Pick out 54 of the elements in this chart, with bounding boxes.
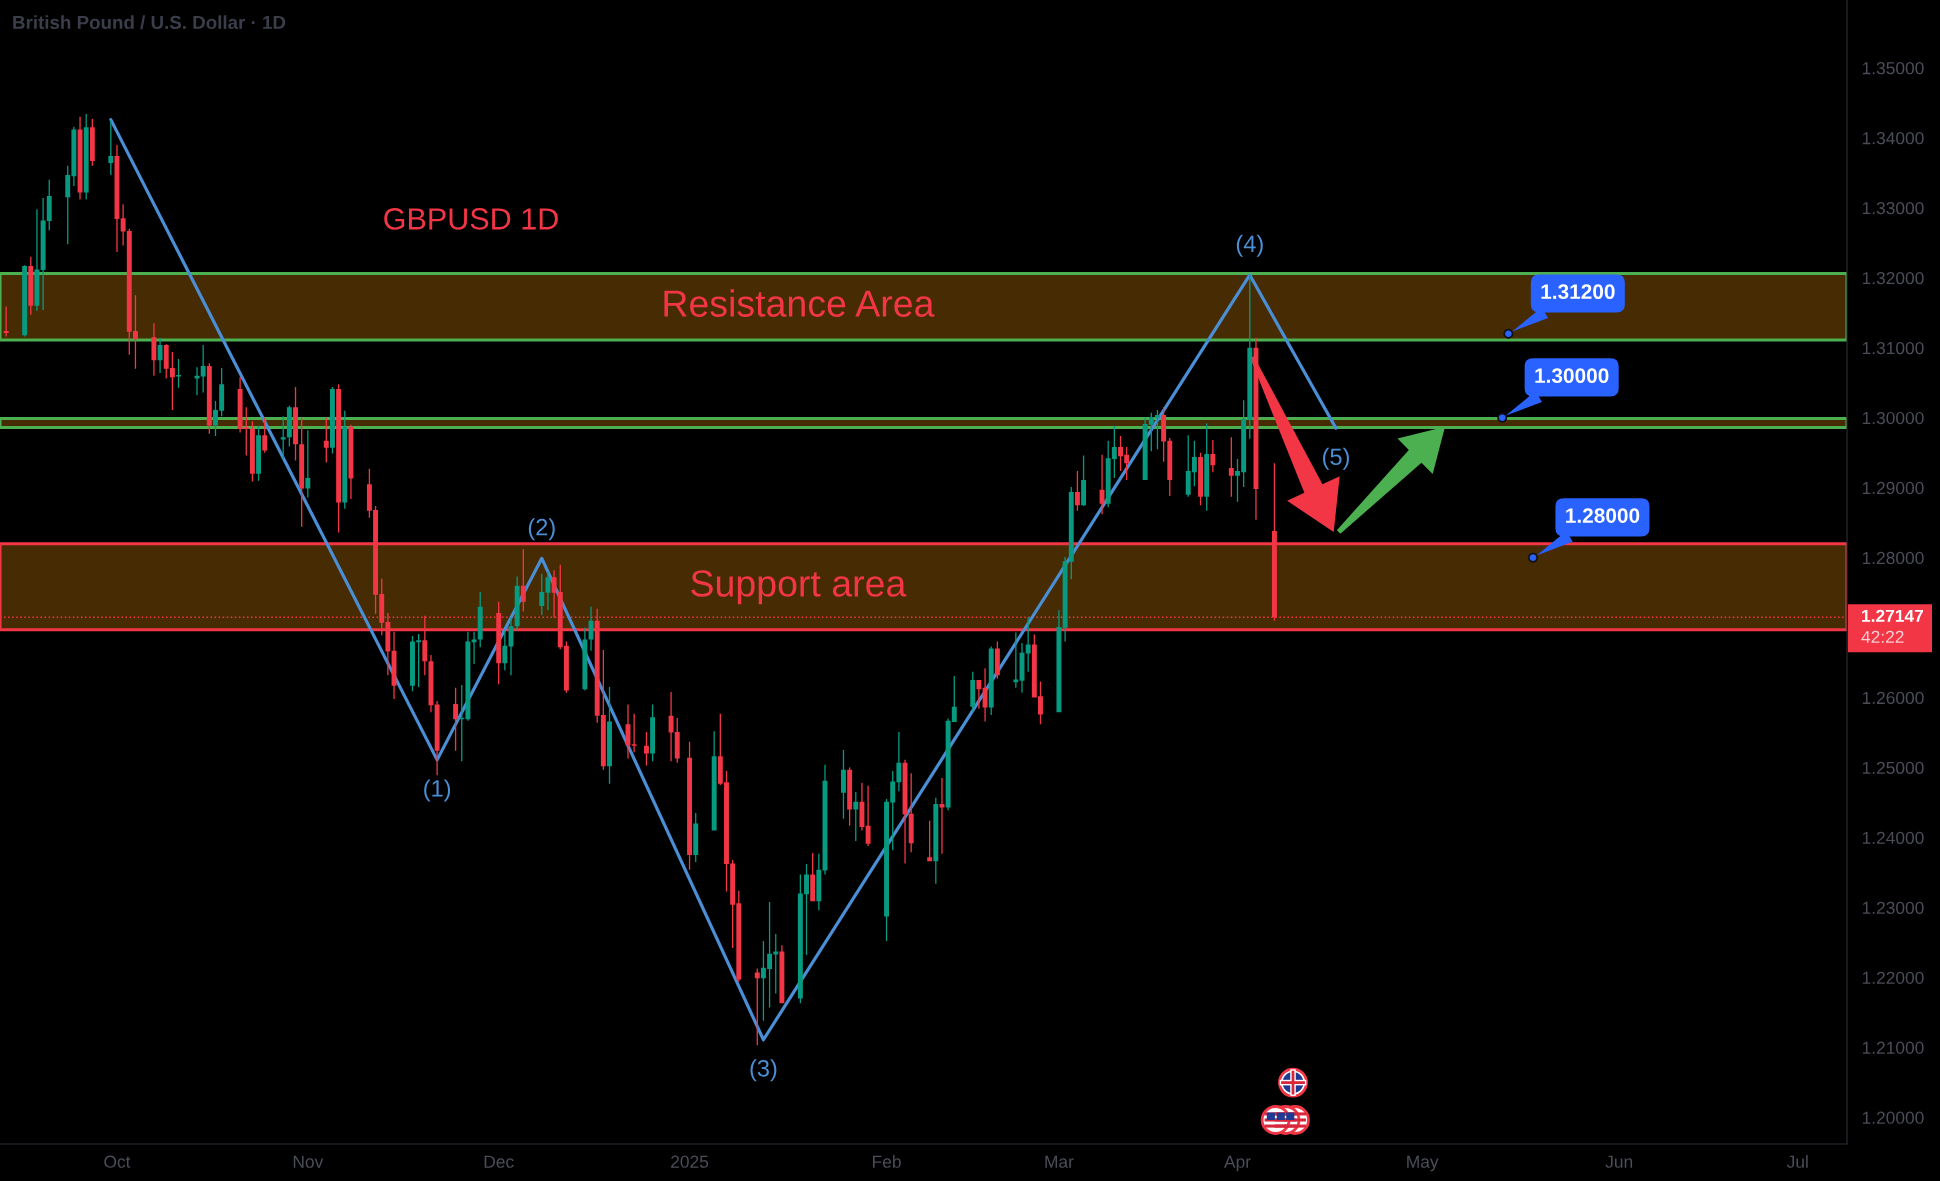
x-tick-label: Mar xyxy=(1045,1155,1074,1168)
y-tick-label: 1.20000 xyxy=(1862,1111,1924,1124)
text: British Pound / U.S. Dollar · 1D xyxy=(13,15,286,30)
ref-line-label: 1.27147 xyxy=(1862,609,1923,622)
text: 42:22 xyxy=(1861,630,1904,643)
x-tick-label: May xyxy=(1407,1155,1439,1172)
text: GBPUSD 1D xyxy=(384,208,558,230)
y-tick-label: 1.22000 xyxy=(1862,971,1924,984)
y-tick-label: 1.31000 xyxy=(1862,341,1924,355)
candlestick xyxy=(976,680,982,709)
candlestick xyxy=(157,337,163,373)
y-tick-label: 1.35000 xyxy=(1862,62,1924,75)
candlestick xyxy=(1210,440,1216,473)
candlestick xyxy=(939,778,945,854)
y-tick-label: 1.24000 xyxy=(1862,831,1924,844)
y-tick-label: 1.28000 xyxy=(1862,551,1924,565)
x-tick-label: Oct xyxy=(104,1155,131,1168)
y-tick-label: 1.25000 xyxy=(1862,761,1924,775)
candlestick xyxy=(588,606,594,651)
annotation: 1.30000 xyxy=(1535,368,1609,384)
annotation: (5) xyxy=(1323,447,1349,470)
band-label: Resistance Area xyxy=(664,289,935,317)
x-tick-label: Feb xyxy=(873,1155,901,1168)
y-tick-label: 1.26000 xyxy=(1862,691,1924,705)
y-tick-label: 1.34000 xyxy=(1862,132,1924,145)
band-label: Support area xyxy=(691,570,907,605)
y-tick-label: 1.30000 xyxy=(1862,411,1924,425)
x-tick-label: 2025 xyxy=(671,1155,709,1168)
candlestick xyxy=(151,323,157,376)
candlestick xyxy=(631,713,637,753)
x-tick-label: Dec xyxy=(484,1155,514,1168)
y-tick-label: 1.21000 xyxy=(1862,1041,1924,1054)
candlestick xyxy=(896,731,902,792)
y-tick-label: 1.29000 xyxy=(1862,481,1924,495)
candlestick xyxy=(34,209,40,311)
y-tick-label: 1.32000 xyxy=(1862,271,1924,285)
annotation: (1) xyxy=(424,779,451,802)
annotation: (4) xyxy=(1236,234,1263,257)
candlestick xyxy=(471,631,477,665)
candlestick xyxy=(865,785,871,846)
candlestick xyxy=(982,668,988,722)
candlestick xyxy=(1099,454,1105,515)
y-tick-label: 1.33000 xyxy=(1862,201,1924,215)
x-tick-label: Nov xyxy=(293,1155,324,1168)
y-tick-label: 1.23000 xyxy=(1862,901,1924,914)
annotation: (3) xyxy=(750,1059,777,1082)
annotation: 1.28000 xyxy=(1566,508,1640,523)
candlestick xyxy=(859,782,865,831)
x-tick-label: Jun xyxy=(1605,1155,1633,1168)
annotation: 1.31200 xyxy=(1541,284,1615,300)
x-tick-label: Jul xyxy=(1786,1155,1808,1168)
annotation: (2) xyxy=(528,518,555,541)
x-tick-label: Apr xyxy=(1224,1155,1251,1172)
candlestick xyxy=(194,367,200,396)
